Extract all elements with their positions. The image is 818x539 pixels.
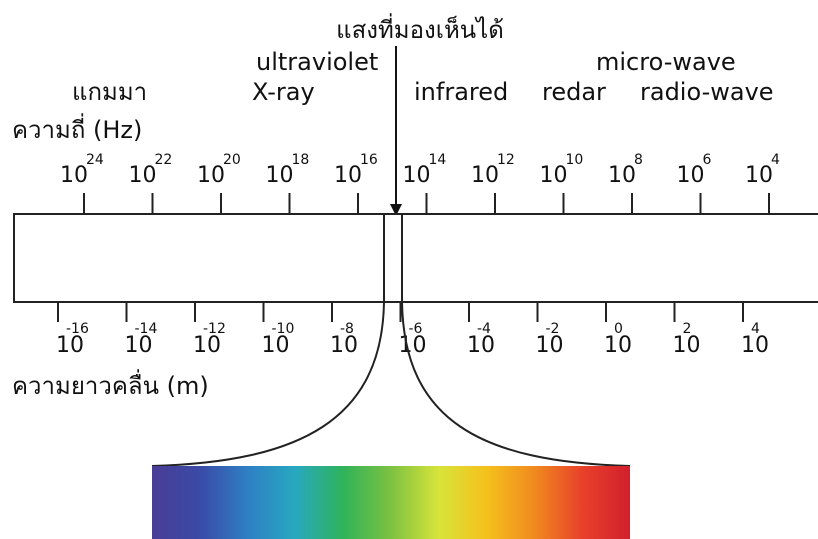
- frequency-tick-exponent: 12: [497, 152, 515, 168]
- radio-wave-label: radio-wave: [640, 78, 774, 106]
- frequency-tick-exponent: 10: [566, 152, 584, 168]
- expansion-curve-left: [151, 301, 385, 467]
- wavelength-tick-exponent: -4: [477, 321, 491, 337]
- frequency-tick-base: 10: [471, 163, 499, 188]
- frequency-tick-exponent: 18: [292, 152, 310, 168]
- wavelength-tick-base: 10: [741, 333, 769, 358]
- wavelength-tick-base: 10: [262, 333, 290, 358]
- visible-light-arrow-head: [390, 204, 402, 216]
- frequency-tick-base: 10: [197, 163, 225, 188]
- wavelength-tick-base: 10: [536, 333, 564, 358]
- wavelength-tick-base: 10: [673, 333, 701, 358]
- wavelength-tick-base: 10: [125, 333, 153, 358]
- frequency-tick-base: 10: [403, 163, 431, 188]
- xray-label: X-ray: [252, 78, 315, 106]
- visible-spectrum-gradient: [152, 466, 630, 539]
- frequency-tick-base: 10: [745, 163, 773, 188]
- wavelength-tick-base: 10: [330, 333, 358, 358]
- frequency-tick-exponent: 16: [360, 152, 378, 168]
- frequency-ticks: 1024102210201018101610141012101010810610…: [60, 152, 780, 214]
- ultraviolet-label: ultraviolet: [256, 48, 378, 76]
- wavelength-tick-base: 10: [193, 333, 221, 358]
- wavelength-tick-exponent: 2: [683, 321, 692, 337]
- wavelength-tick-exponent: -12: [203, 321, 226, 337]
- frequency-tick-exponent: 22: [155, 152, 173, 168]
- wavelength-ticks: 10-1610-1410-1210-1010-810-610-410-21001…: [56, 302, 769, 358]
- frequency-tick-base: 10: [334, 163, 362, 188]
- wavelength-tick-exponent: -2: [546, 321, 560, 337]
- frequency-tick-exponent: 6: [703, 152, 712, 168]
- frequency-tick-base: 10: [129, 163, 157, 188]
- frequency-tick-exponent: 14: [429, 152, 447, 168]
- wavelength-tick-exponent: -6: [409, 321, 423, 337]
- wavelength-tick-base: 10: [467, 333, 495, 358]
- wavelength-tick-exponent: -14: [135, 321, 158, 337]
- visible-light-label: แสงที่มองเห็นได้: [336, 13, 504, 44]
- frequency-tick-exponent: 24: [86, 152, 104, 168]
- wavelength-tick-exponent: 0: [614, 321, 623, 337]
- frequency-tick-base: 10: [608, 163, 636, 188]
- frequency-tick-exponent: 20: [223, 152, 241, 168]
- frequency-tick-base: 10: [540, 163, 568, 188]
- wavelength-tick-exponent: -16: [66, 321, 89, 337]
- wavelength-tick-base: 10: [399, 333, 427, 358]
- frequency-tick-exponent: 8: [634, 152, 643, 168]
- microwave-label: micro-wave: [596, 48, 736, 76]
- frequency-tick-base: 10: [266, 163, 294, 188]
- radar-label: redar: [542, 78, 606, 106]
- frequency-tick-base: 10: [677, 163, 705, 188]
- gamma-label: แกมมา: [72, 78, 147, 106]
- wavelength-tick-exponent: 4: [751, 321, 760, 337]
- wavelength-tick-base: 10: [604, 333, 632, 358]
- frequency-axis-label: ความถี่ (Hz): [12, 113, 142, 144]
- frequency-tick-exponent: 4: [771, 152, 780, 168]
- wavelength-axis-label: ความยาวคลื่น (m): [12, 369, 209, 400]
- wavelength-tick-base: 10: [56, 333, 84, 358]
- wavelength-tick-exponent: -10: [272, 321, 295, 337]
- frequency-tick-base: 10: [60, 163, 88, 188]
- spectrum-band: [13, 213, 818, 303]
- expansion-curve-right: [401, 301, 631, 467]
- wavelength-tick-exponent: -8: [340, 321, 354, 337]
- infrared-label: infrared: [414, 78, 508, 106]
